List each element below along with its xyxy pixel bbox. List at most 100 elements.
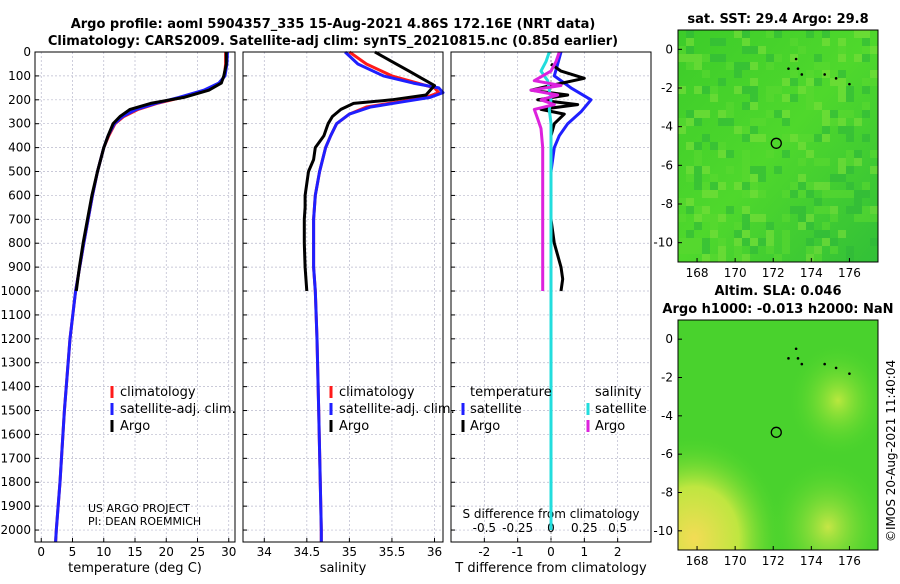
sst-cell xyxy=(798,214,806,222)
x-tick-label: -2 xyxy=(478,545,490,559)
map-x-tick-label: 176 xyxy=(838,554,861,568)
sst-cell xyxy=(694,110,702,118)
sst-cell xyxy=(782,134,790,142)
sst-cell xyxy=(774,86,782,94)
sst-cell xyxy=(830,214,838,222)
sst-cell xyxy=(838,158,846,166)
sst-cell xyxy=(734,182,742,190)
x-tick-label: 10 xyxy=(96,545,111,559)
sst-cell xyxy=(822,206,830,214)
temperature-legend: climatology satellite-adj. clim. Argo xyxy=(110,385,236,434)
sst-cell xyxy=(678,118,686,126)
sst-cell xyxy=(750,62,758,70)
sst-cell xyxy=(846,190,854,198)
island-marker xyxy=(800,362,804,366)
sst-cell xyxy=(702,206,710,214)
sst-cell xyxy=(766,94,774,102)
sst-cell xyxy=(758,46,766,54)
sst-cell xyxy=(782,214,790,222)
sst-cell xyxy=(750,214,758,222)
sst-cell xyxy=(806,94,814,102)
sst-cell xyxy=(830,118,838,126)
sst-cell xyxy=(750,182,758,190)
sst-cell xyxy=(806,134,814,142)
sst-cell xyxy=(862,190,870,198)
sst-cell xyxy=(766,62,774,70)
sst-cell xyxy=(854,150,862,158)
sst-cell xyxy=(854,214,862,222)
y-tick-label: 300 xyxy=(8,117,31,131)
sst-cell xyxy=(814,102,822,110)
sst-cell xyxy=(742,158,750,166)
map-frame xyxy=(677,319,879,551)
sst-cell xyxy=(822,62,830,70)
sst-cell xyxy=(838,126,846,134)
x-tick-label: 35 xyxy=(342,545,357,559)
difference-panel: -2 -1 0 1 2-0.5 -0.25 0 0.25 0.5S difference fro… xyxy=(450,51,652,576)
legend-title-salinity: salinity xyxy=(595,385,642,400)
sst-cell xyxy=(758,174,766,182)
sst-cell xyxy=(750,46,758,54)
sst-cell xyxy=(686,198,694,206)
sst-cell xyxy=(838,70,846,78)
sst-cell xyxy=(814,206,822,214)
legend-label-argo: Argo xyxy=(339,419,369,434)
sst-cell xyxy=(702,238,710,246)
map-y-tick-label: 0 xyxy=(665,332,673,346)
x-tick-label: 30 xyxy=(221,545,236,559)
legend-label-temp-argo: Argo xyxy=(470,419,500,434)
x-tick-label: -1 xyxy=(512,545,524,559)
sst-cell xyxy=(782,246,790,254)
sla-anomaly-southeast xyxy=(678,320,878,550)
sst-cell xyxy=(870,150,878,158)
y-tick-label: 200 xyxy=(8,93,31,107)
sla-map-title-line1: Altim. SLA: 0.046 xyxy=(715,284,842,299)
sst-cell xyxy=(806,254,814,262)
sst-cell xyxy=(718,54,726,62)
sst-cell xyxy=(694,238,702,246)
sst-cell xyxy=(734,238,742,246)
series-line-satellite-adj-clim- xyxy=(312,50,445,542)
x-tick-label: 0 xyxy=(547,545,555,559)
island-marker xyxy=(823,73,826,76)
sst-cell xyxy=(846,254,854,262)
y-tick-label: 1800 xyxy=(0,475,31,489)
sst-cell xyxy=(694,62,702,70)
sst-cell xyxy=(766,150,774,158)
sst-cell xyxy=(758,190,766,198)
map-y-tick-label: -10 xyxy=(653,236,673,250)
sst-cell xyxy=(862,78,870,86)
project-annotation: US ARGO PROJECT xyxy=(88,502,190,515)
x-tick-label: 34.5 xyxy=(293,545,320,559)
island-marker xyxy=(834,366,838,370)
sst-cell xyxy=(750,166,758,174)
map-x-tick-label: 174 xyxy=(800,266,823,280)
x-tick-label: 15 xyxy=(127,545,142,559)
map-x-tick-label: 168 xyxy=(686,554,709,568)
x-tick-label: 36 xyxy=(427,545,442,559)
sst-cell xyxy=(734,70,742,78)
sst-cell xyxy=(782,150,790,158)
sst-cell xyxy=(782,78,790,86)
sst-cell xyxy=(806,102,814,110)
argo-location-marker xyxy=(770,426,782,438)
map-frame xyxy=(677,29,879,263)
sst-cell xyxy=(750,102,758,110)
difference-legend: temperature satellite Argo salinity sate… xyxy=(461,385,647,434)
sst-cell xyxy=(822,126,830,134)
y-tick-label: 1100 xyxy=(0,308,31,322)
sst-cell xyxy=(854,190,862,198)
sst-cell xyxy=(678,214,686,222)
sst-cell xyxy=(830,110,838,118)
sst-cell xyxy=(718,78,726,86)
sst-cell xyxy=(750,238,758,246)
sla-map-title-line2: Argo h1000: -0.013 h2000: NaN xyxy=(662,302,893,317)
island-marker xyxy=(848,82,851,86)
sst-cell xyxy=(734,246,742,254)
sst-cell xyxy=(798,182,806,190)
y-tick-label: 600 xyxy=(8,188,31,202)
x-tick-label: 35.5 xyxy=(379,545,406,559)
sst-cell xyxy=(758,166,766,174)
sst-cell xyxy=(838,38,846,46)
y-tick-label: 0 xyxy=(23,45,31,59)
